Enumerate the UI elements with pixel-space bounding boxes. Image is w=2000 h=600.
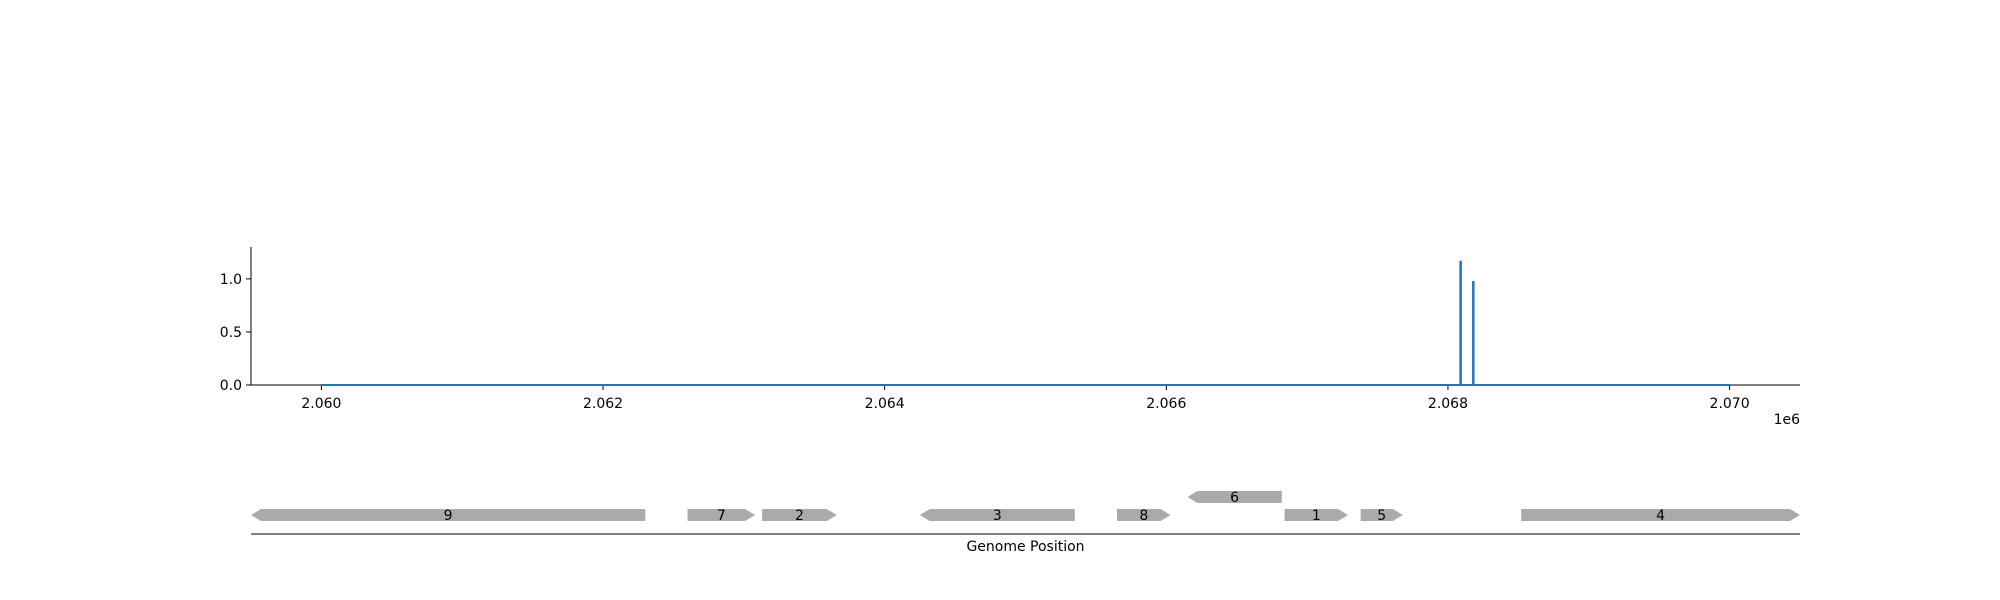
x-tick-label: 2.066 bbox=[1146, 396, 1186, 412]
gene-arrow bbox=[1284, 509, 1348, 521]
gene-map-axis-title: Genome Position bbox=[966, 539, 1084, 555]
y-tick-label: 1.0 bbox=[220, 272, 242, 288]
y-tick-label: 0.0 bbox=[220, 378, 242, 394]
gene-arrow bbox=[687, 509, 756, 521]
gene-feature: 7 bbox=[687, 508, 756, 524]
gene-arrow bbox=[1117, 509, 1171, 521]
gene-label: 2 bbox=[795, 508, 804, 524]
gene-feature: 3 bbox=[919, 508, 1075, 524]
x-axis-offset-label: 1e6 bbox=[1774, 412, 1801, 428]
y-tick-label: 0.5 bbox=[220, 325, 242, 341]
x-tick-label: 2.060 bbox=[301, 396, 341, 412]
gene-arrow bbox=[251, 509, 646, 521]
gene-feature: 9 bbox=[251, 508, 646, 524]
gene-feature: 4 bbox=[1521, 508, 1800, 524]
gene-label: 5 bbox=[1377, 508, 1386, 524]
series-spikes bbox=[1459, 260, 1475, 385]
gene-arrow bbox=[919, 509, 1075, 521]
gene-arrow bbox=[1187, 491, 1282, 503]
gene-arrow bbox=[1360, 509, 1403, 521]
x-tick-label: 2.070 bbox=[1710, 396, 1750, 412]
gene-map: 9 7 2 3 8 6 1 5 4 Genome Position bbox=[251, 490, 1800, 555]
gene-label: 4 bbox=[1656, 508, 1665, 524]
gene-arrow bbox=[762, 509, 837, 521]
gene-feature: 8 bbox=[1117, 508, 1171, 524]
gene-label: 7 bbox=[717, 508, 726, 524]
gene-label: 1 bbox=[1312, 508, 1321, 524]
gene-label: 9 bbox=[444, 508, 453, 524]
gene-label: 8 bbox=[1139, 508, 1148, 524]
gene-label: 6 bbox=[1230, 490, 1239, 506]
x-tick-label: 2.068 bbox=[1428, 396, 1468, 412]
gene-features: 9 7 2 3 8 6 1 5 4 bbox=[251, 490, 1800, 524]
x-axis-ticks: 2.060 2.062 2.064 2.066 2.068 2.070 bbox=[301, 385, 1750, 412]
y-axis-ticks: 0.0 0.5 1.0 bbox=[220, 272, 251, 394]
gene-feature: 5 bbox=[1360, 508, 1403, 524]
gene-arrow bbox=[1521, 509, 1800, 521]
gene-feature: 6 bbox=[1187, 490, 1282, 506]
gene-feature: 2 bbox=[762, 508, 837, 524]
x-tick-label: 2.064 bbox=[865, 396, 905, 412]
gene-feature: 1 bbox=[1284, 508, 1348, 524]
x-tick-label: 2.062 bbox=[583, 396, 623, 412]
gene-label: 3 bbox=[993, 508, 1002, 524]
coverage-plot: 0.0 0.5 1.0 2.060 2.062 2.064 2.066 2.068 2.070… bbox=[220, 247, 1800, 428]
